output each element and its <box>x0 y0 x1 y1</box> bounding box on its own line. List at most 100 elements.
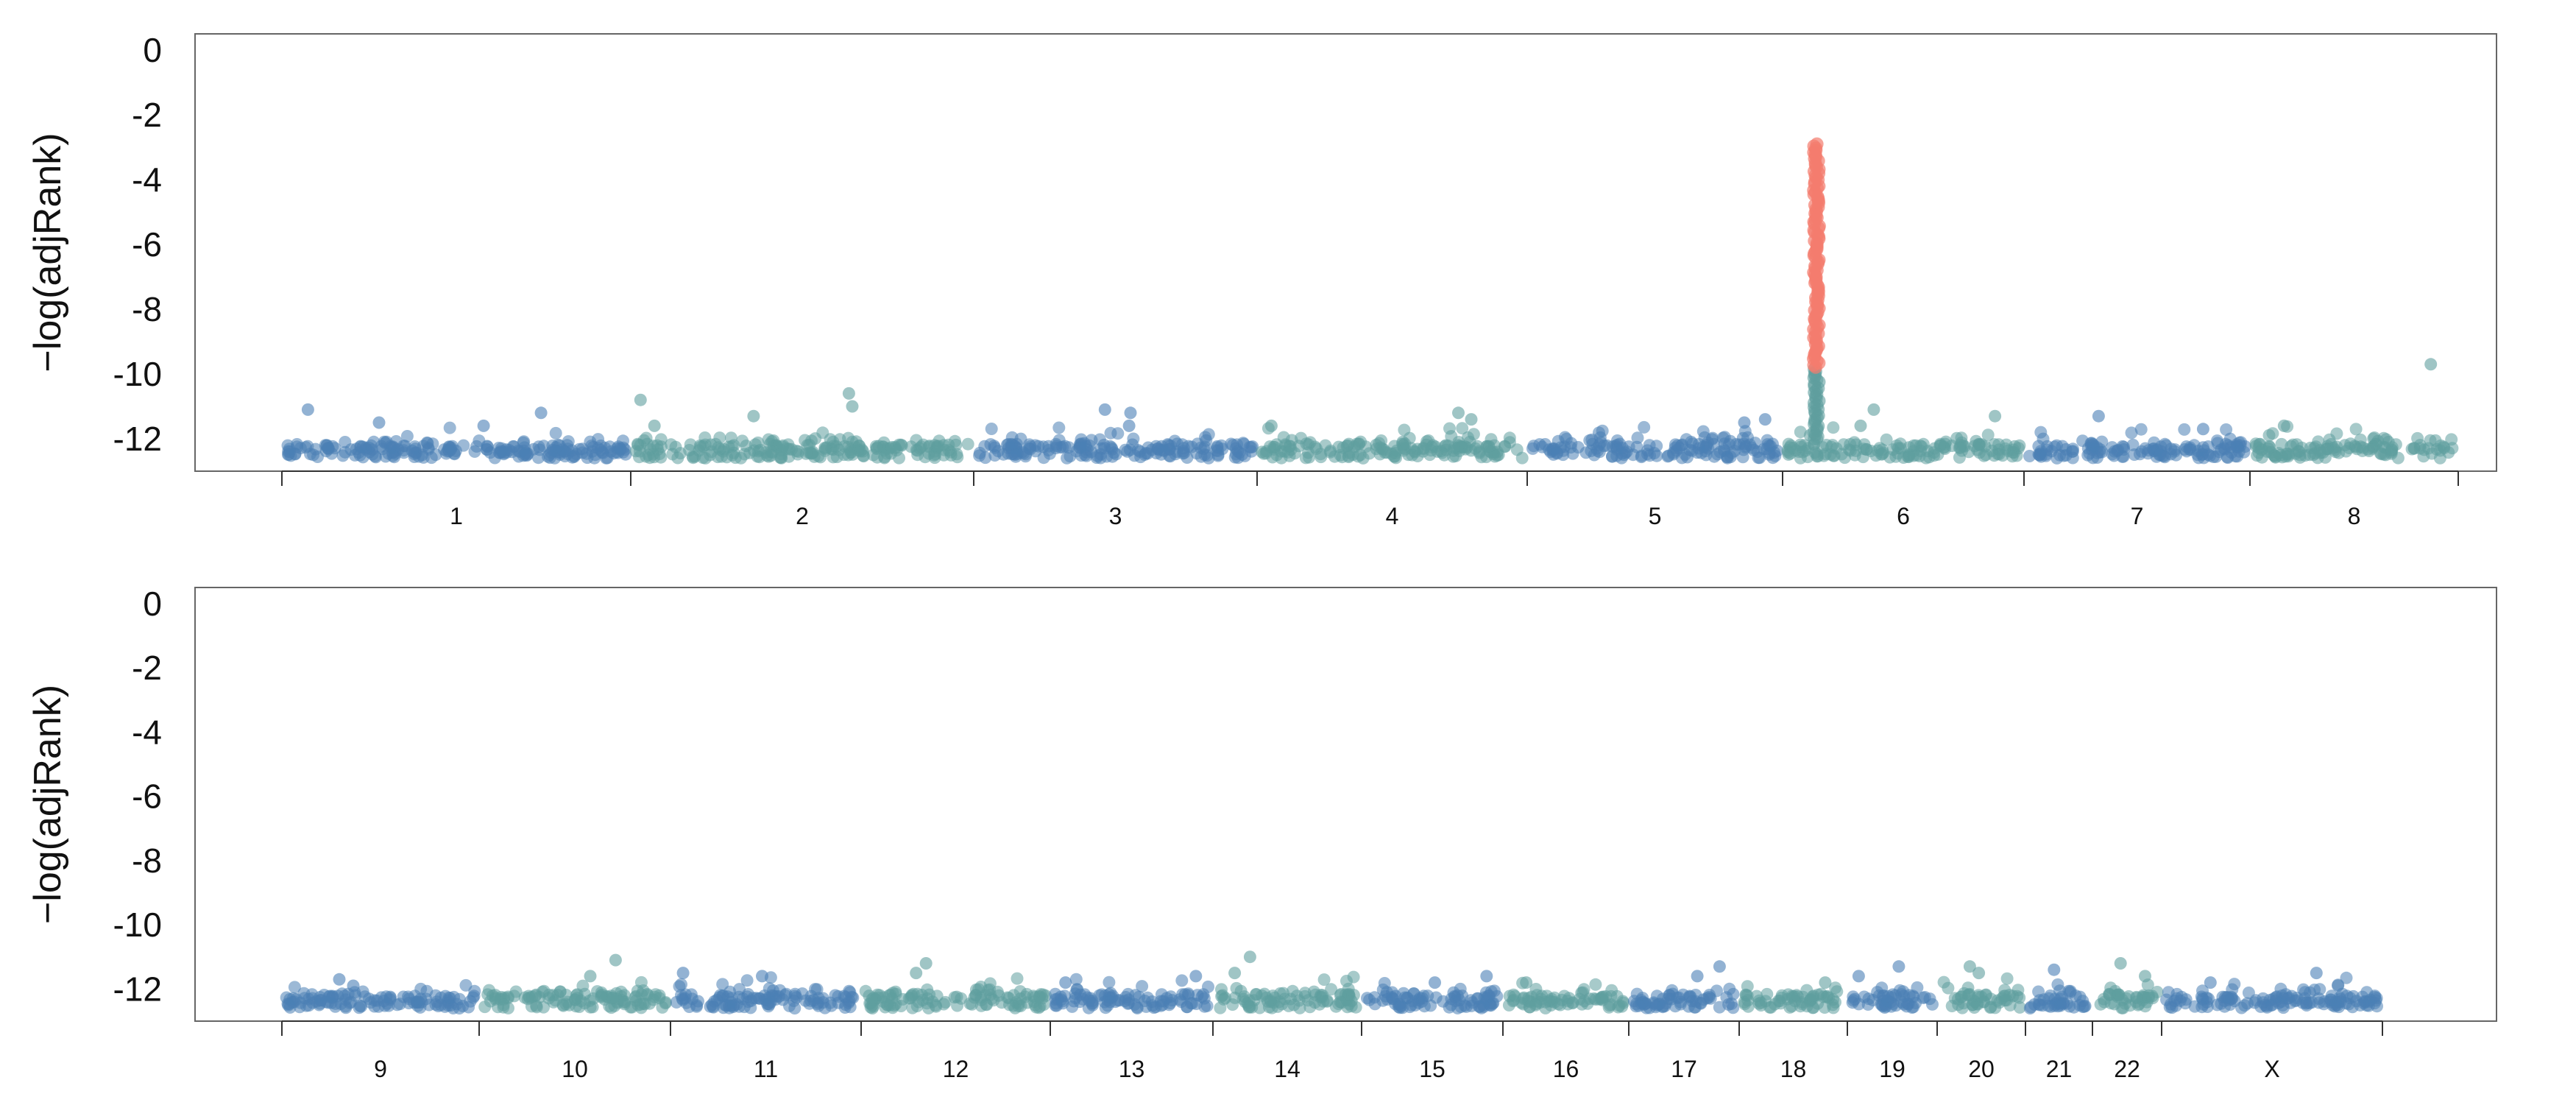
snp-point <box>758 989 771 1002</box>
snp-point <box>1142 441 1155 454</box>
chromosome-14-points <box>1214 950 1362 1015</box>
snp-point <box>1453 994 1466 1006</box>
snp-point <box>2259 998 2271 1012</box>
snp-point <box>727 999 740 1012</box>
snp-point-outlier <box>1852 970 1865 983</box>
snp-point <box>339 445 352 459</box>
snp-point <box>1342 446 1356 459</box>
snp-point <box>1230 981 1243 995</box>
snp-point <box>1907 439 1920 452</box>
snp-point-outlier <box>1264 419 1278 432</box>
snp-point <box>2011 984 2025 997</box>
snp-point <box>1998 989 2011 1003</box>
snp-point <box>1138 995 1151 1007</box>
snp-point <box>364 996 378 1009</box>
snp-point-outlier <box>1429 976 1441 989</box>
snp-point <box>1786 1000 1798 1013</box>
snp-point <box>2276 1001 2290 1015</box>
snp-point <box>1673 442 1686 455</box>
snp-point <box>462 1001 475 1014</box>
snp-point <box>1768 998 1781 1011</box>
snp-point <box>1577 983 1590 996</box>
x-tick-label-chr-3: 3 <box>1109 503 1122 529</box>
chromosome-21-points <box>2023 963 2092 1015</box>
snp-point <box>1317 973 1331 987</box>
snp-point <box>1794 440 1808 454</box>
snp-point <box>735 451 748 465</box>
x-tick-label-chr-18: 18 <box>1780 1056 1807 1082</box>
snp-point-outlier <box>333 973 346 986</box>
snp-point <box>1835 448 1848 461</box>
snp-point <box>1303 436 1317 449</box>
snp-point <box>1880 433 1893 446</box>
snp-point <box>422 998 436 1012</box>
snp-point <box>1406 995 1419 1008</box>
snp-point <box>1324 444 1337 457</box>
snp-point <box>1396 1001 1409 1015</box>
snp-point <box>2221 991 2234 1004</box>
snp-point <box>1631 431 1644 445</box>
snp-point <box>1303 451 1316 464</box>
snp-point <box>951 999 964 1012</box>
x-tick-label-chr-6: 6 <box>1897 503 1910 529</box>
snp-point <box>1093 989 1106 1002</box>
x-tick-label-chr-15: 15 <box>1419 1056 1446 1082</box>
snp-point <box>1702 442 1715 455</box>
plot-frame <box>194 33 2497 472</box>
snp-point <box>1906 1001 1919 1014</box>
snp-point <box>478 1001 492 1014</box>
snp-point <box>2313 992 2325 1005</box>
chromosome-12-points <box>859 957 1052 1015</box>
x-tick-label-chr-5: 5 <box>1649 503 1662 529</box>
snp-point <box>651 439 664 452</box>
plot-frame <box>194 587 2497 1022</box>
snp-point <box>1822 991 1836 1004</box>
snp-point <box>671 451 684 465</box>
snp-point <box>1105 442 1119 456</box>
snp-point <box>2282 450 2295 463</box>
snp-point <box>939 995 952 1009</box>
snp-point <box>2125 426 2138 440</box>
snp-point <box>896 992 910 1006</box>
snp-point <box>1875 448 1888 461</box>
snp-point <box>1515 451 1529 465</box>
x-tick-label-chr-19: 19 <box>1879 1056 1906 1082</box>
snp-point-outlier <box>1892 960 1906 973</box>
snp-point-outlier <box>1738 416 1751 429</box>
y-axis-label: −log(adjRank) <box>26 133 69 372</box>
snp-point <box>1282 999 1295 1012</box>
chromosome-4-points <box>1256 406 1529 465</box>
snp-point <box>1101 999 1114 1012</box>
snp-point <box>991 445 1005 458</box>
snp-point <box>592 442 604 455</box>
x-tick-label-chr-11: 11 <box>754 1056 778 1082</box>
snp-point <box>542 992 556 1005</box>
snp-point-outlier <box>1124 406 1137 420</box>
y-tick-label: -6 <box>132 777 162 816</box>
snp-point <box>1548 995 1561 1009</box>
snp-point-outlier <box>347 979 360 992</box>
chromosome-1-points <box>281 403 632 465</box>
snp-point <box>640 431 653 445</box>
chromosome-3-points <box>973 403 1259 465</box>
snp-point <box>1560 432 1573 445</box>
snp-point <box>1858 990 1871 1003</box>
snp-point <box>979 451 992 465</box>
snp-point <box>497 998 510 1012</box>
snp-point <box>1202 451 1215 465</box>
snp-point <box>394 998 406 1011</box>
snp-point-outlier <box>648 419 661 432</box>
snp-point <box>1122 987 1135 1001</box>
snp-point <box>2032 440 2045 453</box>
snp-point-outlier <box>1854 419 1867 432</box>
snp-point <box>2437 440 2450 454</box>
snp-point <box>1674 998 1687 1011</box>
snp-point <box>2368 997 2381 1010</box>
snp-point <box>580 447 593 460</box>
snp-point-outlier <box>634 393 647 406</box>
snp-point-outlier <box>1691 970 1704 983</box>
snp-point <box>1953 451 1966 464</box>
snp-point <box>1090 451 1103 465</box>
snp-point <box>2293 445 2306 458</box>
snp-point-outlier <box>1189 970 1203 983</box>
